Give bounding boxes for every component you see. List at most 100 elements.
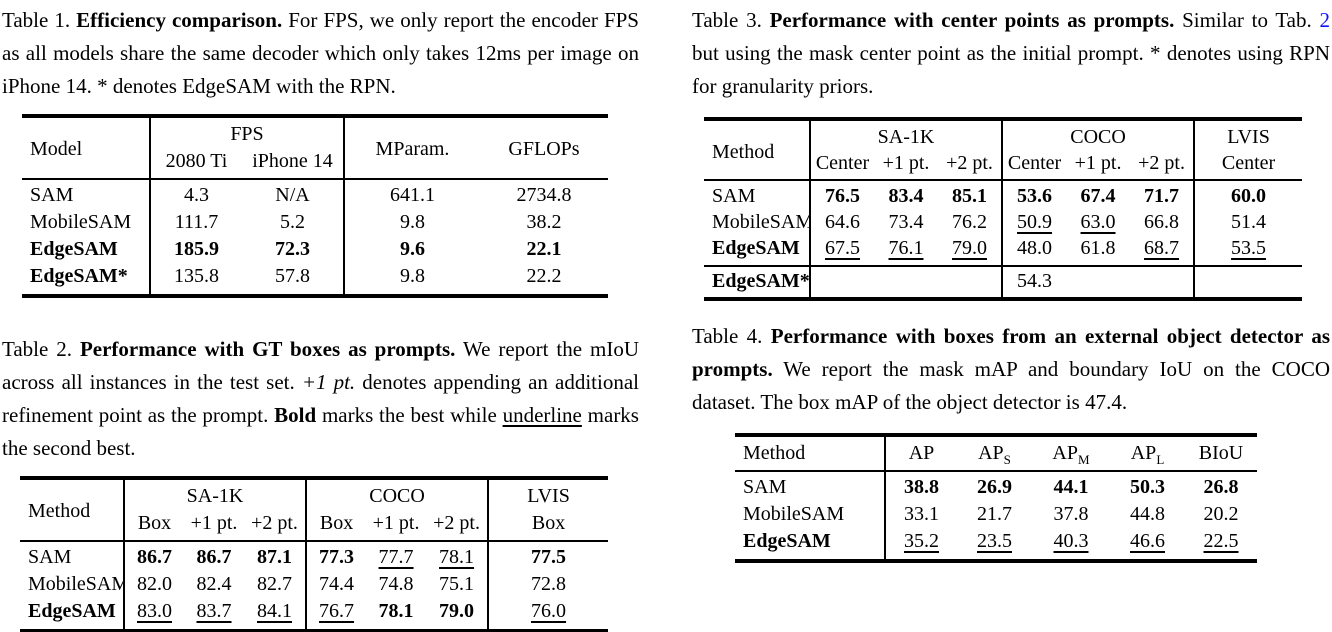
cell: 40.3 bbox=[1053, 530, 1089, 552]
table-3: Method SA-1K COCO LVIS Center +1 pt. +2 … bbox=[704, 121, 1303, 297]
cell: 82.4 bbox=[196, 573, 232, 595]
cell: 85.1 bbox=[938, 179, 1003, 209]
table-2-caption: Table 2. Performance with GT boxes as pr… bbox=[2, 333, 639, 465]
col-header-ap-m: APM bbox=[1052, 442, 1090, 467]
cell: 61.8 bbox=[1080, 237, 1116, 259]
cell: 78.1 bbox=[426, 540, 489, 571]
cell: 82.0 bbox=[123, 571, 184, 598]
col-header-biou: BIoU bbox=[1198, 442, 1244, 464]
group-header-coco: COCO bbox=[1001, 121, 1195, 150]
row-label: SAM bbox=[735, 470, 885, 501]
cell: 9.6 bbox=[343, 236, 480, 263]
caption-title: Efficiency comparison. bbox=[76, 8, 283, 32]
col-header-mparam: MParam. bbox=[343, 118, 480, 179]
table-4: Method AP APS APM APL BIoU SAM 38.8 26.9… bbox=[735, 437, 1257, 559]
caption-text: marks the best while bbox=[316, 403, 503, 427]
col-header-ap-l: APL bbox=[1130, 442, 1165, 467]
caption-text: We report the mask mAP and boundary IoU … bbox=[692, 357, 1330, 414]
cell: 83.4 bbox=[874, 179, 938, 209]
row-label: EdgeSAM* bbox=[30, 265, 128, 287]
header-row: Method AP APS APM APL BIoU bbox=[735, 437, 1257, 471]
group-header-sa1k: SA-1K bbox=[808, 121, 1003, 150]
caption-bold-term: Bold bbox=[274, 403, 317, 427]
col-header-iphone14: iPhone 14 bbox=[252, 150, 333, 172]
row-label: EdgeSAM bbox=[743, 530, 831, 552]
table-row: EdgeSAM 83.0 83.7 84.1 76.7 78.1 79.0 76… bbox=[20, 598, 609, 629]
cell: 37.8 bbox=[1053, 503, 1089, 525]
col-header: +2 pt. bbox=[251, 512, 298, 534]
caption-text: For FPS, we only report the encoder FPS … bbox=[2, 8, 639, 98]
row-label: EdgeSAM bbox=[28, 600, 116, 622]
col-header: +2 pt. bbox=[1138, 152, 1185, 174]
cell bbox=[1130, 265, 1195, 297]
table-row: EdgeSAM* 135.8 57.8 9.8 22.2 bbox=[22, 263, 608, 294]
table-row: SAM 38.8 26.9 44.1 50.3 26.8 bbox=[735, 470, 1257, 501]
cell bbox=[1066, 265, 1131, 297]
cell: 21.7 bbox=[977, 503, 1012, 525]
cell: 60.0 bbox=[1193, 179, 1303, 209]
table-row: MobileSAM 111.7 5.2 9.8 38.2 bbox=[22, 209, 608, 236]
cell: 67.4 bbox=[1066, 179, 1131, 209]
table-row-edgesam-rpn: EdgeSAM* 54.3 bbox=[704, 265, 1303, 297]
caption-underline-term: underline bbox=[502, 403, 582, 427]
cell: 57.8 bbox=[275, 265, 310, 287]
subheader-row: Box +1 pt. +2 pt. Box +1 pt. +2 pt. Box bbox=[20, 510, 609, 541]
col-header: Box bbox=[487, 510, 609, 541]
table-row: EdgeSAM 35.2 23.5 40.3 46.6 22.5 bbox=[735, 528, 1257, 559]
cell: 22.5 bbox=[1203, 530, 1239, 552]
cell: 44.8 bbox=[1130, 503, 1165, 525]
row-label: EdgeSAM* bbox=[704, 265, 810, 297]
group-header-lvis: LVIS bbox=[1193, 121, 1303, 150]
row-label: SAM bbox=[22, 178, 150, 209]
col-header-ap: AP bbox=[884, 437, 957, 471]
cell: 72.3 bbox=[275, 238, 310, 260]
caption-text: but using the mask center point as the i… bbox=[692, 41, 1330, 98]
subheader-row: Center +1 pt. +2 pt. Center +1 pt. +2 pt… bbox=[704, 150, 1303, 180]
cell: 77.5 bbox=[487, 540, 609, 571]
cell bbox=[938, 265, 1003, 297]
caption-title: Performance with center points as prompt… bbox=[769, 8, 1175, 32]
cell: 63.0 bbox=[1080, 211, 1116, 233]
cell: 51.4 bbox=[1193, 209, 1303, 235]
row-label: EdgeSAM bbox=[712, 237, 800, 259]
cell: 26.9 bbox=[957, 470, 1032, 501]
cell bbox=[874, 265, 938, 297]
caption-text: marks the second best. bbox=[2, 403, 639, 460]
col-header-ap-s: APS bbox=[978, 442, 1011, 467]
table-row: SAM 86.7 86.7 87.1 77.3 77.7 78.1 77.5 bbox=[20, 540, 609, 571]
caption-label: Table 2. bbox=[2, 337, 80, 361]
cell: 26.8 bbox=[1185, 470, 1257, 501]
cell: 54.3 bbox=[1001, 265, 1067, 297]
cell: 46.6 bbox=[1130, 530, 1165, 552]
cell bbox=[809, 265, 874, 297]
caption-title: Performance with boxes from an external … bbox=[692, 324, 1330, 381]
col-header-model: Model bbox=[30, 138, 83, 160]
col-header-gflops: GFLOPs bbox=[508, 138, 580, 160]
tab-2-reference-link[interactable]: 2 bbox=[1319, 8, 1331, 32]
cell: 78.1 bbox=[378, 600, 414, 622]
caption-title: Performance with GT boxes as prompts. bbox=[79, 337, 456, 361]
row-label: MobileSAM bbox=[743, 503, 845, 525]
cell: 76.0 bbox=[487, 598, 609, 629]
cell: 5.2 bbox=[280, 211, 305, 233]
row-label: SAM bbox=[704, 179, 810, 209]
cell: 76.1 bbox=[888, 237, 924, 259]
cell: N/A bbox=[242, 178, 344, 209]
row-label: MobileSAM bbox=[30, 211, 132, 233]
cell: 4.3 bbox=[149, 178, 242, 209]
cell: 9.8 bbox=[343, 263, 480, 294]
table-4-caption: Table 4. Performance with boxes from an … bbox=[692, 320, 1330, 419]
table-1-caption: Table 1. Efficiency comparison. For FPS,… bbox=[2, 4, 639, 103]
cell: 82.7 bbox=[257, 573, 293, 595]
cell: 86.7 bbox=[123, 540, 184, 571]
cell: 76.5 bbox=[809, 179, 874, 209]
cell: 135.8 bbox=[149, 263, 242, 294]
subheader-row: 2080 Ti iPhone 14 bbox=[22, 148, 608, 179]
col-header: Center bbox=[809, 150, 874, 180]
table-3-caption: Table 3. Performance with center points … bbox=[692, 4, 1330, 103]
table-row: MobileSAM 82.0 82.4 82.7 74.4 74.8 75.1 … bbox=[20, 571, 609, 598]
table-1-efficiency: Model FPS MParam. GFLOPs 2080 Ti iPhone … bbox=[22, 114, 608, 298]
table-1: Model FPS MParam. GFLOPs 2080 Ti iPhone … bbox=[22, 118, 608, 294]
col-header: Center bbox=[1001, 150, 1067, 180]
group-header-fps: FPS bbox=[149, 118, 344, 148]
